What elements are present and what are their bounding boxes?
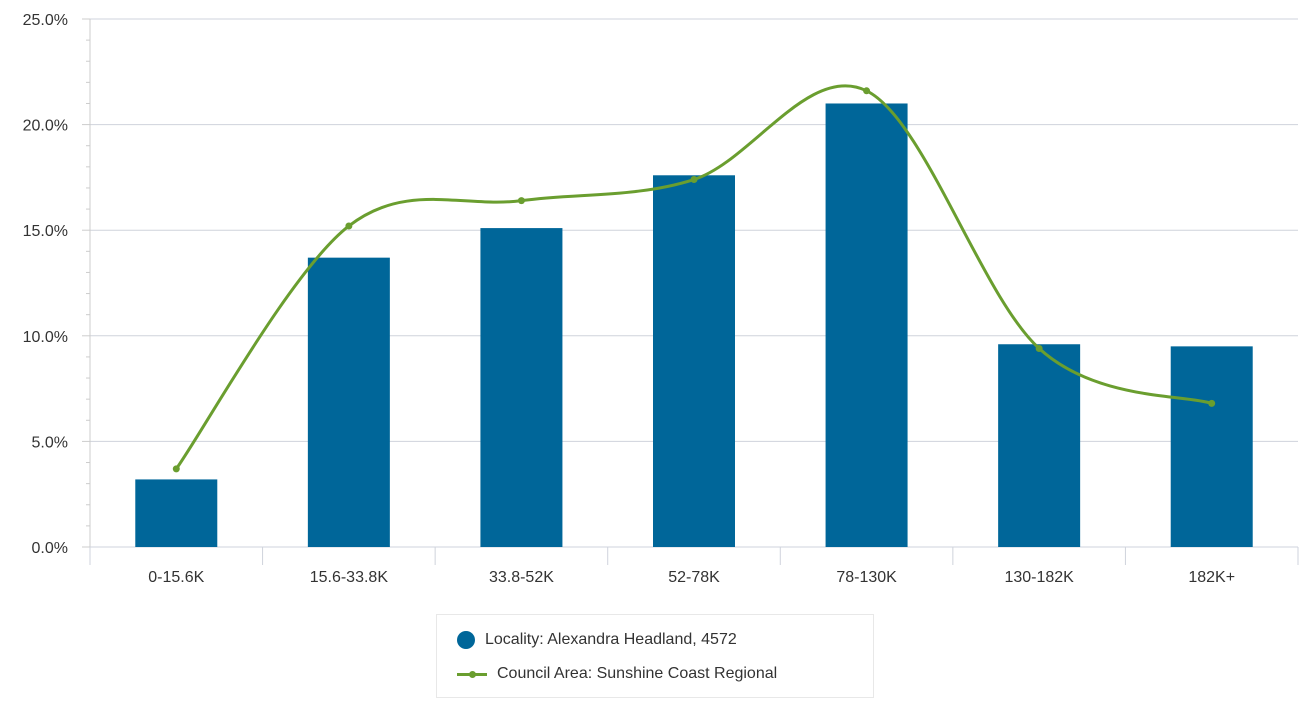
y-tick-label: 5.0% bbox=[32, 434, 68, 451]
series-line bbox=[175, 84, 1213, 470]
line-point[interactable] bbox=[345, 222, 353, 230]
legend-item-locality[interactable]: Locality: Alexandra Headland, 4572 bbox=[457, 631, 737, 649]
locality-bars bbox=[135, 103, 1253, 547]
bar[interactable] bbox=[825, 103, 908, 547]
bar[interactable] bbox=[135, 479, 218, 547]
line-point[interactable] bbox=[690, 176, 698, 184]
legend-item-council[interactable]: Council Area: Sunshine Coast Regional bbox=[457, 665, 777, 683]
y-tick-label: 0.0% bbox=[32, 540, 68, 557]
y-tick-label: 10.0% bbox=[23, 329, 68, 346]
x-tick-label: 15.6-33.8K bbox=[310, 569, 389, 586]
bar[interactable] bbox=[1170, 346, 1253, 547]
line-point[interactable] bbox=[1208, 399, 1216, 407]
y-tick-label: 15.0% bbox=[23, 223, 68, 240]
x-tick-label: 33.8-52K bbox=[489, 569, 554, 586]
bar[interactable] bbox=[653, 175, 735, 547]
x-axis: 0-15.6K 15.6-33.8K 33.8-52K 52-78K 78-130K 13… bbox=[89, 546, 1299, 586]
x-tick-label: 52-78K bbox=[668, 569, 720, 586]
x-tick-label: 182K+ bbox=[1188, 569, 1235, 586]
y-axis: 0.0% 5.0% 10.0% 15.0% 20.0% 25.0% bbox=[23, 12, 91, 557]
y-tick-label: 25.0% bbox=[23, 12, 68, 29]
legend-marker-line bbox=[457, 670, 487, 678]
legend: Locality: Alexandra Headland, 4572 Counc… bbox=[436, 614, 874, 698]
line-point[interactable] bbox=[517, 197, 525, 205]
legend-marker-circle bbox=[457, 631, 475, 649]
line-point[interactable] bbox=[863, 87, 871, 95]
council-line bbox=[172, 84, 1216, 473]
legend-label-council: Council Area: Sunshine Coast Regional bbox=[497, 665, 778, 682]
x-tick-label: 78-130K bbox=[836, 569, 897, 586]
bar[interactable] bbox=[998, 344, 1081, 547]
legend-label-locality: Locality: Alexandra Headland, 4572 bbox=[485, 631, 737, 648]
y-tick-label: 20.0% bbox=[23, 118, 68, 135]
bar[interactable] bbox=[480, 228, 563, 547]
x-tick-label: 0-15.6K bbox=[148, 569, 204, 586]
line-point[interactable] bbox=[172, 465, 180, 473]
bar[interactable] bbox=[307, 257, 390, 547]
x-tick-label: 130-182K bbox=[1004, 569, 1074, 586]
line-point[interactable] bbox=[1035, 344, 1043, 352]
